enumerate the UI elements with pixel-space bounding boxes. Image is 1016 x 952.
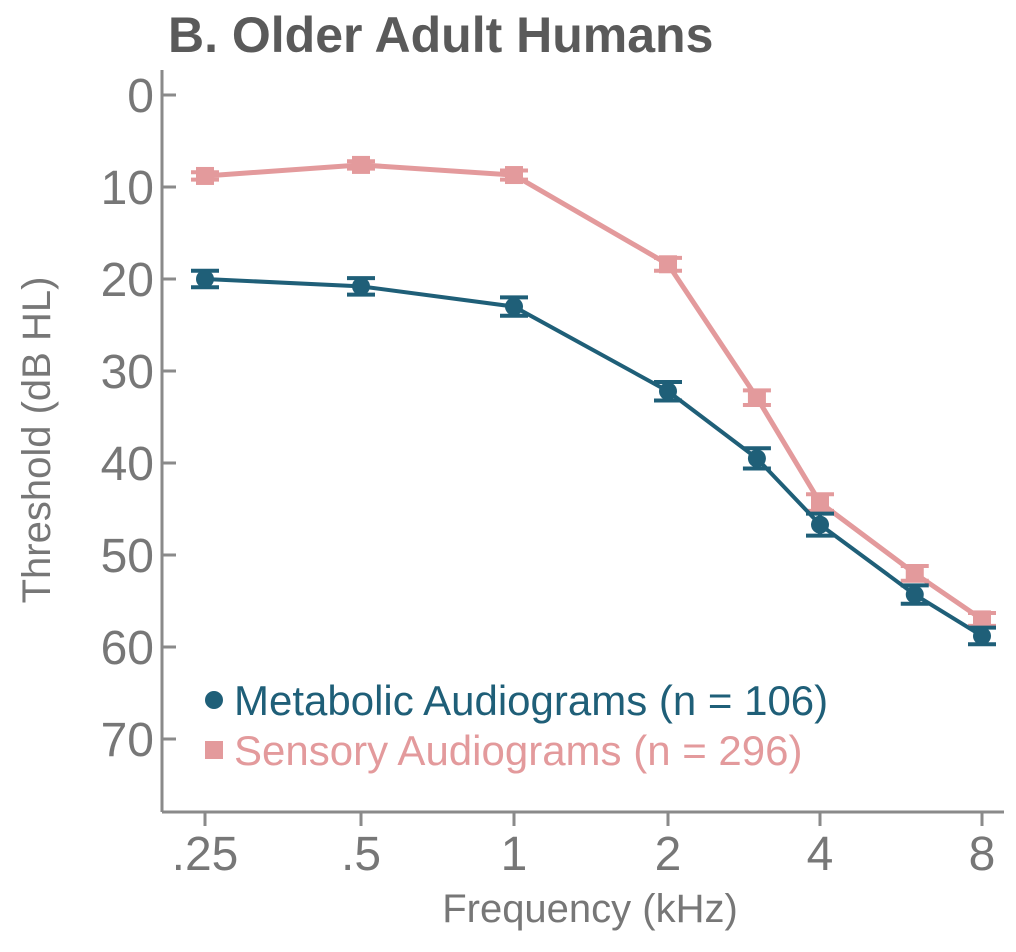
series-sensory [191,155,996,629]
legend-entry-sensory: Sensory Audiograms (n = 296) [205,727,802,774]
data-point [352,277,370,296]
x-axis-label: Frequency (kHz) [442,887,738,931]
data-point [811,493,829,512]
legend-marker-metabolic [205,691,223,709]
data-point [747,388,766,407]
data-point [905,585,924,604]
x-tick-label: .25 [172,828,239,881]
x-tick-label: 8 [969,828,996,881]
y-ticks: 0 10 20 30 40 50 60 70 [101,70,176,767]
data-point [973,610,991,629]
data-point [505,297,523,316]
legend-label-metabolic: Metabolic Audiograms (n = 106) [234,677,828,724]
data-point [905,564,924,583]
chart-title: B. Older Adult Humans [168,7,713,63]
data-point [196,166,214,185]
data-point [973,626,991,645]
legend-label-sensory: Sensory Audiograms (n = 296) [234,727,802,774]
y-tick-label: 10 [101,162,154,215]
series-line [204,277,984,638]
legend: Metabolic Audiograms (n = 106) Sensory A… [205,677,828,774]
x-ticks: .25 .5 1 2 4 8 [172,812,996,881]
data-point [747,449,766,468]
x-tick-label: .5 [341,828,381,881]
plot-area: 0 10 20 30 40 50 60 70 .25 .5 1 2 4 8 [101,70,1004,881]
data-point [352,155,370,174]
data-point [659,382,677,401]
legend-marker-sensory [205,741,223,759]
data-point [659,255,677,274]
y-tick-label: 60 [101,622,154,675]
series-metabolic [191,268,996,647]
series-layer [191,155,996,647]
y-tick-label: 30 [101,346,154,399]
y-tick-label: 0 [127,70,154,123]
x-tick-label: 2 [655,828,682,881]
data-point [505,166,523,185]
y-tick-label: 40 [101,438,154,491]
x-tick-label: 4 [807,828,834,881]
series-line [204,162,984,622]
y-axis-label: Threshold (dB HL) [15,277,59,604]
y-tick-label: 50 [101,530,154,583]
data-point [811,515,829,534]
legend-entry-metabolic: Metabolic Audiograms (n = 106) [205,677,828,724]
y-tick-label: 70 [101,714,154,767]
x-tick-label: 1 [501,828,528,881]
y-tick-label: 20 [101,254,154,307]
data-point [196,270,214,288]
